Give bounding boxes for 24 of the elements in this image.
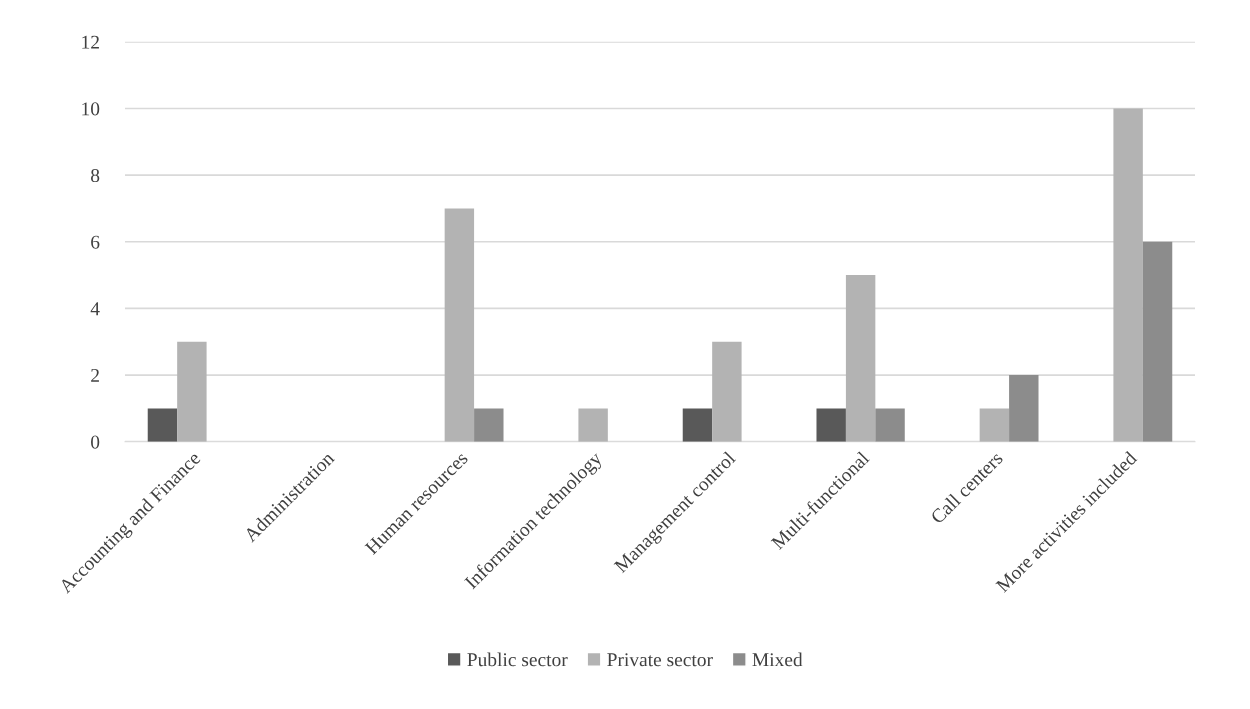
bar (1142, 241, 1173, 442)
bar (816, 408, 846, 442)
bar (1113, 108, 1143, 442)
legend-label: Public sector (467, 652, 568, 667)
y-tick-label: 12 (82, 35, 99, 49)
bar (1009, 375, 1039, 442)
legend-label: Private sector (607, 653, 713, 667)
bar (979, 408, 1010, 442)
bar (444, 208, 475, 442)
bar (875, 408, 905, 442)
y-tick-label: 8 (91, 168, 100, 183)
y-tick-label: 6 (91, 235, 100, 249)
y-tick-label: 4 (90, 302, 100, 316)
bar (682, 408, 713, 442)
bar (845, 275, 876, 442)
bar (177, 341, 207, 442)
legend-label: Mixed (752, 652, 803, 667)
y-tick-label: 10 (82, 102, 100, 116)
bar (578, 408, 608, 442)
bar (474, 408, 504, 442)
y-tick-label: 0 (91, 435, 100, 449)
y-tick-label: 2 (91, 368, 99, 382)
bar (712, 341, 742, 442)
bar (147, 408, 178, 442)
